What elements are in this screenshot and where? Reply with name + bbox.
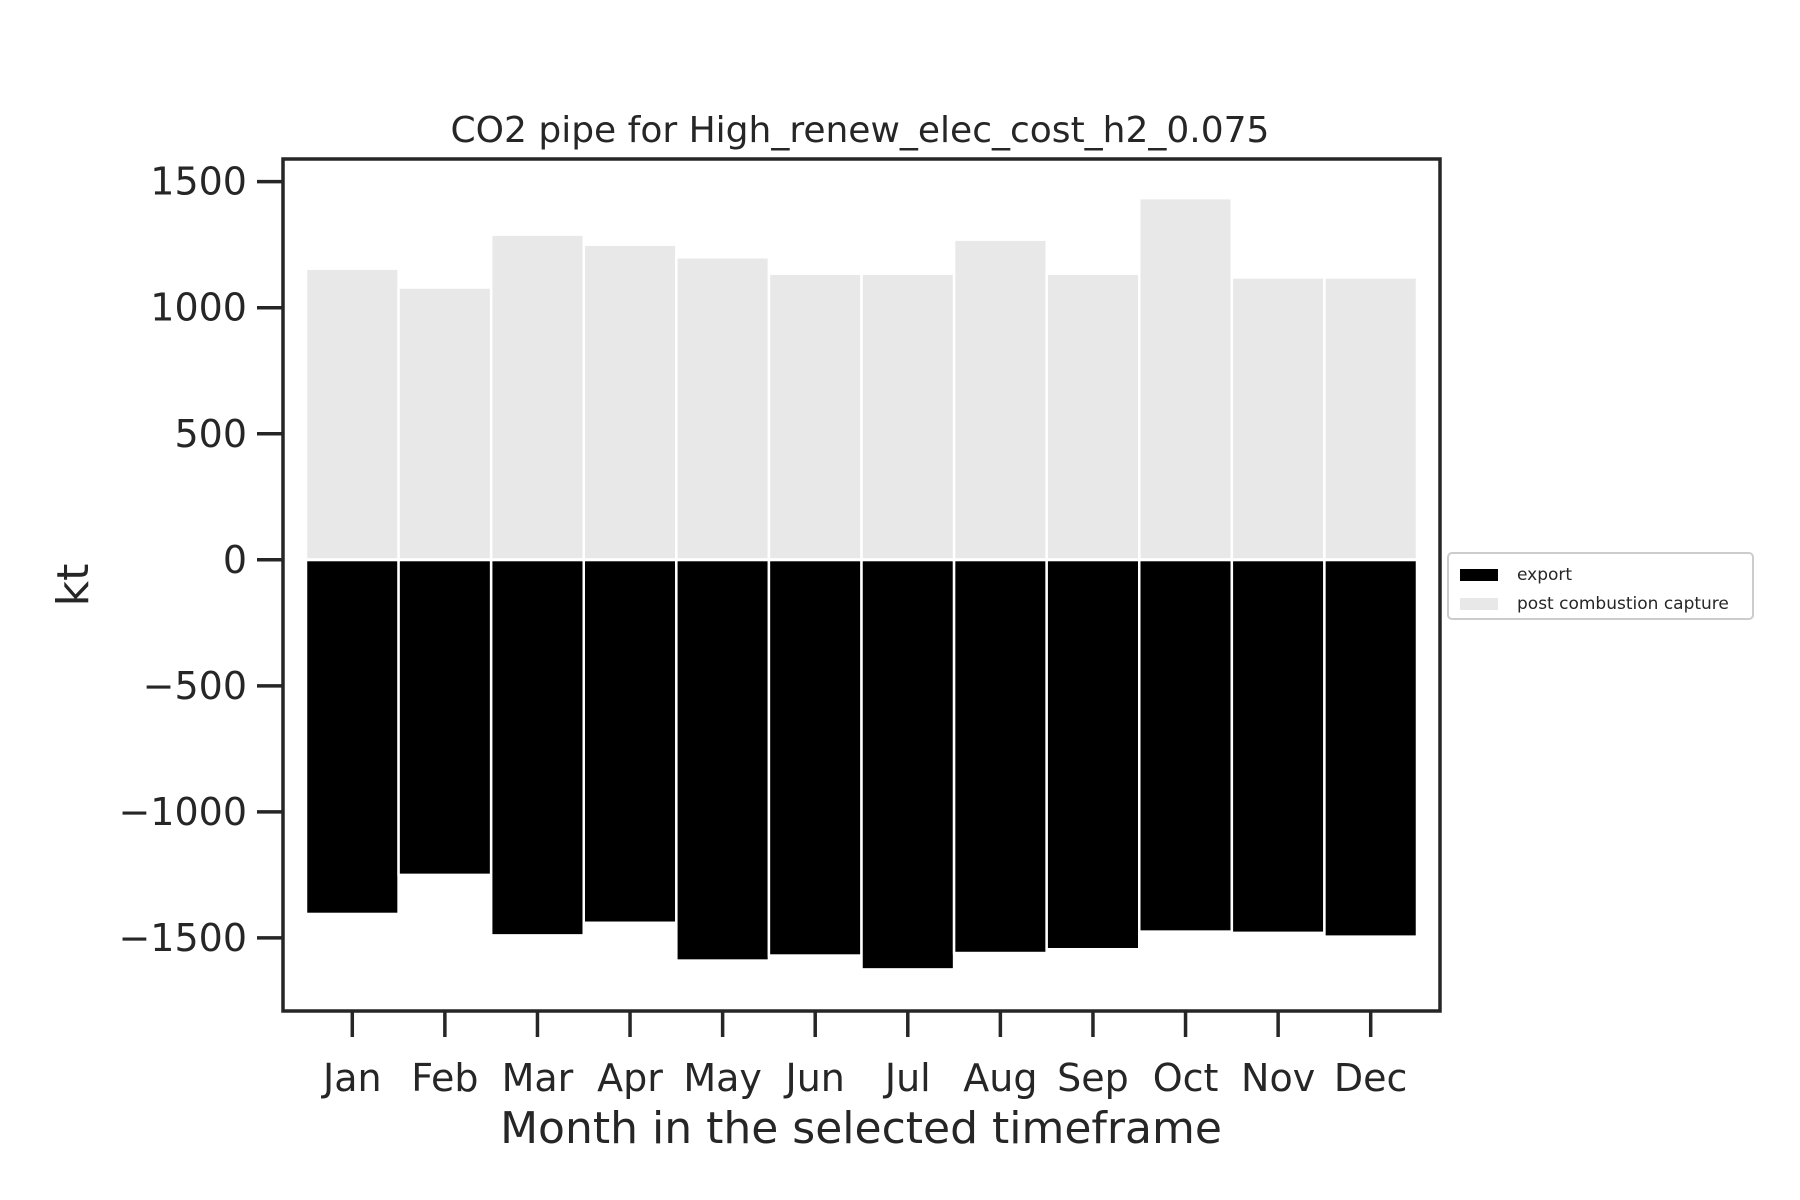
x-tick-label: Aug (963, 1056, 1037, 1100)
bar-export-nov (1230, 558, 1326, 935)
y-tick-label: 1500 (150, 160, 247, 204)
y-tick-label: −1500 (118, 916, 247, 960)
bar-post-combustion-capture-jul (860, 272, 956, 562)
bar-post-combustion-capture-oct (1138, 196, 1234, 562)
bar-export-jun (767, 558, 863, 957)
bar-post-combustion-capture-feb (397, 286, 493, 562)
y-axis-title: kt (48, 564, 99, 607)
bar-post-combustion-capture-dec (1323, 276, 1419, 562)
y-tick-label: −500 (143, 664, 247, 708)
legend-swatch-export (1460, 569, 1498, 581)
bar-post-combustion-capture-may (675, 256, 771, 562)
y-tick-label: −1000 (118, 790, 247, 834)
bar-export-feb (397, 558, 493, 877)
legend: export post combustion capture (1447, 552, 1754, 620)
bar-post-combustion-capture-jan (304, 267, 400, 562)
x-tick-label: Jul (883, 1056, 931, 1100)
legend-swatch-post-combustion-capture (1460, 598, 1498, 610)
bar-post-combustion-capture-sep (1045, 272, 1141, 562)
chart-title: CO2 pipe for High_renew_elec_cost_h2_0.0… (451, 110, 1270, 151)
bar-post-combustion-capture-aug (952, 238, 1048, 562)
y-tick-label: 500 (174, 412, 247, 456)
x-tick-label: Sep (1057, 1056, 1129, 1100)
bar-export-sep (1045, 558, 1141, 951)
y-tick-label: 1000 (150, 286, 247, 330)
bar-export-jan (304, 558, 400, 916)
x-tick-label: Feb (411, 1056, 478, 1100)
x-tick-label: Jun (784, 1056, 845, 1100)
bars-layer (304, 196, 1419, 971)
x-tick-label: Mar (502, 1056, 574, 1100)
x-axis-title: Month in the selected timeframe (500, 1103, 1222, 1154)
plot-frame (281, 157, 1442, 1013)
x-tick-label: Jan (321, 1056, 382, 1100)
x-tick-label: May (683, 1056, 762, 1100)
x-axis: Jan Feb Mar Apr May Jun Jul Aug Sep Oct Nov Dec (321, 1011, 1407, 1100)
bar-post-combustion-capture-jun (767, 272, 863, 562)
bar-post-combustion-capture-apr (582, 243, 678, 562)
x-tick-label: Nov (1241, 1056, 1315, 1100)
y-axis: −1500 −1000 −500 0 500 1000 1500 (118, 160, 283, 960)
bar-export-may (675, 558, 771, 962)
y-tick-label: 0 (223, 538, 247, 582)
legend-label-export: export (1517, 565, 1572, 585)
bar-post-combustion-capture-mar (489, 233, 585, 562)
legend-label-post-combustion-capture: post combustion capture (1517, 594, 1729, 614)
bar-post-combustion-capture-nov (1230, 276, 1326, 562)
bar-export-aug (952, 558, 1048, 955)
bar-export-mar (489, 558, 585, 937)
x-tick-label: Apr (597, 1056, 663, 1100)
bar-export-apr (582, 558, 678, 925)
x-tick-label: Oct (1153, 1056, 1219, 1100)
legend-box (1447, 552, 1754, 620)
x-tick-label: Dec (1334, 1056, 1408, 1100)
bar-export-oct (1138, 558, 1234, 933)
bar-export-dec (1323, 558, 1419, 938)
bar-export-jul (860, 558, 956, 971)
